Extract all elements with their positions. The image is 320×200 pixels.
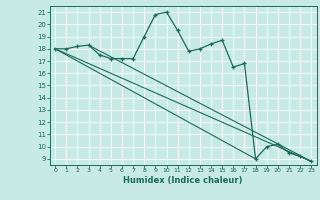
X-axis label: Humidex (Indice chaleur): Humidex (Indice chaleur) [124,176,243,185]
